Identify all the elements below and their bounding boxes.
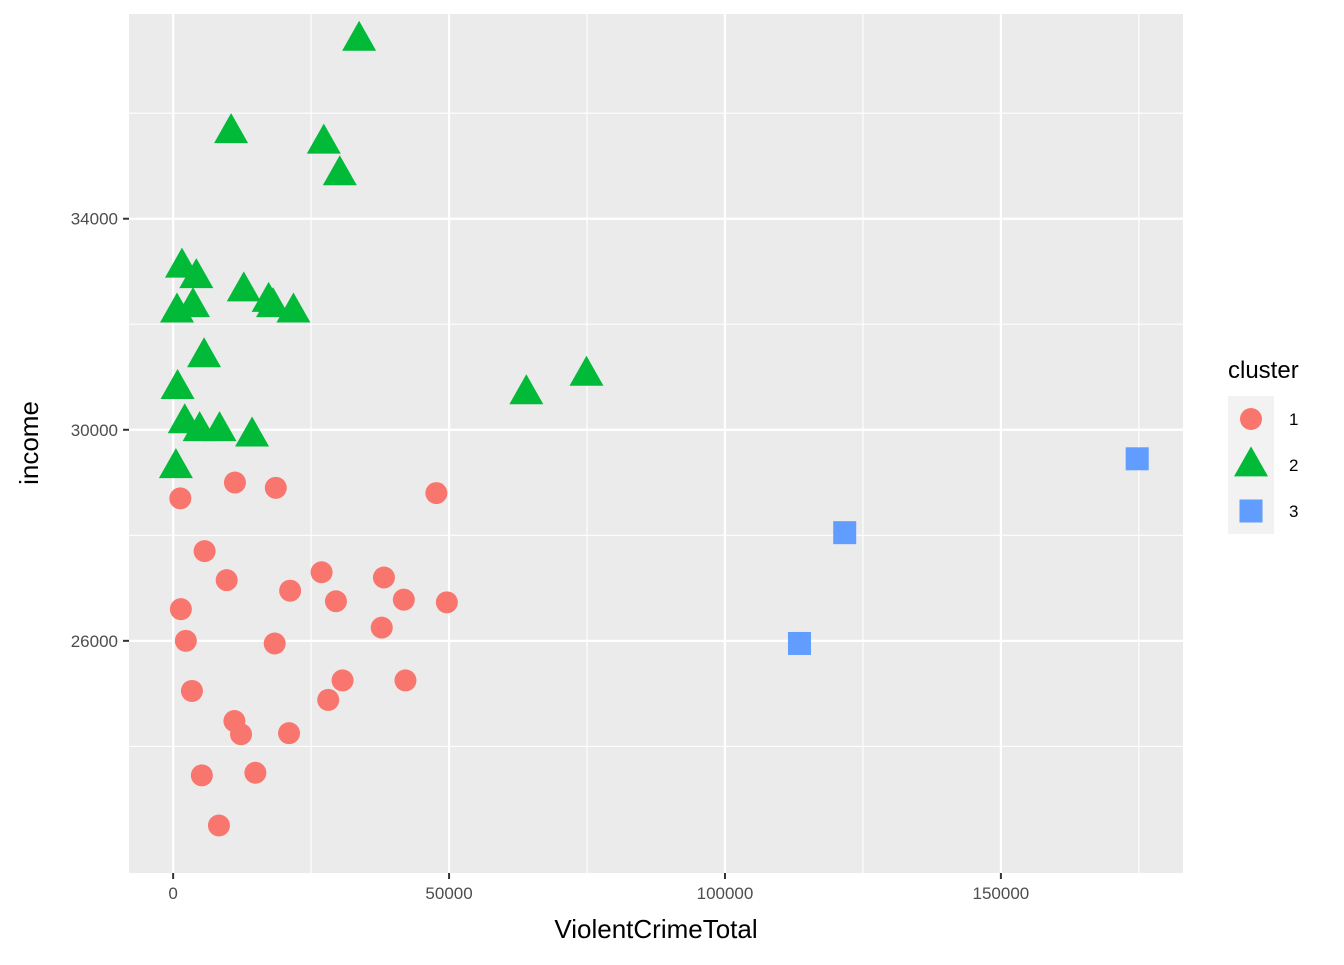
- legend: cluster 1 2 3: [1228, 357, 1299, 534]
- cluster-2-point: [322, 155, 357, 186]
- cluster-1-point: [174, 629, 197, 652]
- cluster-1-point: [263, 632, 286, 655]
- cluster-2-point: [158, 448, 193, 479]
- x-tick-label: 50000: [425, 884, 472, 903]
- legend-label-1: 1: [1289, 410, 1298, 429]
- cluster-3-point: [1125, 447, 1149, 471]
- cluster-1-point: [190, 764, 213, 787]
- x-axis: 0 50000 100000 150000: [168, 873, 1029, 903]
- cluster-1-point: [372, 566, 395, 589]
- cluster-1-point: [180, 679, 203, 702]
- y-axis-title: income: [14, 401, 44, 485]
- cluster-1-point: [331, 669, 354, 692]
- legend-title: cluster: [1228, 357, 1299, 384]
- y-tick-label: 26000: [71, 632, 118, 651]
- cluster-1-point: [207, 814, 230, 837]
- x-tick-label: 0: [168, 884, 177, 903]
- plot-panel: [129, 14, 1183, 873]
- cluster-1-point: [193, 540, 216, 563]
- cluster-2-point: [509, 374, 544, 405]
- cluster-2-point: [276, 292, 311, 323]
- cluster-1-point: [425, 482, 448, 505]
- legend-label-2: 2: [1289, 456, 1298, 475]
- cluster-1-point: [310, 561, 333, 584]
- cluster-2-point: [179, 258, 214, 289]
- cluster-1-point: [244, 761, 267, 784]
- cluster-2-point: [176, 287, 211, 318]
- cluster-1-point: [317, 688, 340, 711]
- cluster-2-point: [202, 411, 237, 442]
- cluster-1-point: [394, 669, 417, 692]
- cluster-1-point: [169, 598, 192, 621]
- cluster-1-point: [230, 723, 253, 746]
- cluster-2-point: [214, 113, 249, 144]
- legend-key-3: [1239, 499, 1263, 523]
- grid-minor: [129, 14, 1183, 873]
- cluster-1-point: [435, 591, 458, 614]
- cluster-1-point: [169, 487, 192, 510]
- legend-key-2: [1234, 446, 1268, 477]
- cluster-2-point: [235, 416, 270, 447]
- cluster-1-point: [392, 588, 415, 611]
- cluster-2-point: [569, 355, 604, 386]
- y-tick-label: 30000: [71, 421, 118, 440]
- cluster-2-point: [306, 123, 341, 154]
- legend-label-3: 3: [1289, 502, 1298, 521]
- cluster-1-point: [223, 471, 246, 494]
- cluster-1-point: [215, 569, 238, 592]
- grid-major: [129, 14, 1183, 873]
- cluster-1-point: [278, 722, 301, 745]
- cluster-2-point: [160, 368, 195, 399]
- legend-key-1: [1240, 408, 1262, 430]
- cluster-2-point: [187, 337, 222, 368]
- cluster-1-point: [324, 590, 347, 613]
- x-axis-title: ViolentCrimeTotal: [554, 914, 757, 944]
- cluster-1-point: [264, 476, 287, 499]
- cluster-3-point: [787, 631, 811, 655]
- cluster-2-point: [342, 20, 377, 51]
- cluster-2-point: [256, 287, 291, 318]
- cluster-1-point: [370, 616, 393, 639]
- cluster-2-point: [226, 271, 261, 302]
- data-points: [158, 20, 1149, 837]
- y-axis: 26000 30000 34000: [71, 210, 129, 651]
- y-tick-label: 34000: [71, 210, 118, 229]
- cluster-3-point: [833, 521, 857, 545]
- x-tick-label: 100000: [697, 884, 754, 903]
- x-tick-label: 150000: [973, 884, 1030, 903]
- cluster-1-point: [279, 579, 302, 602]
